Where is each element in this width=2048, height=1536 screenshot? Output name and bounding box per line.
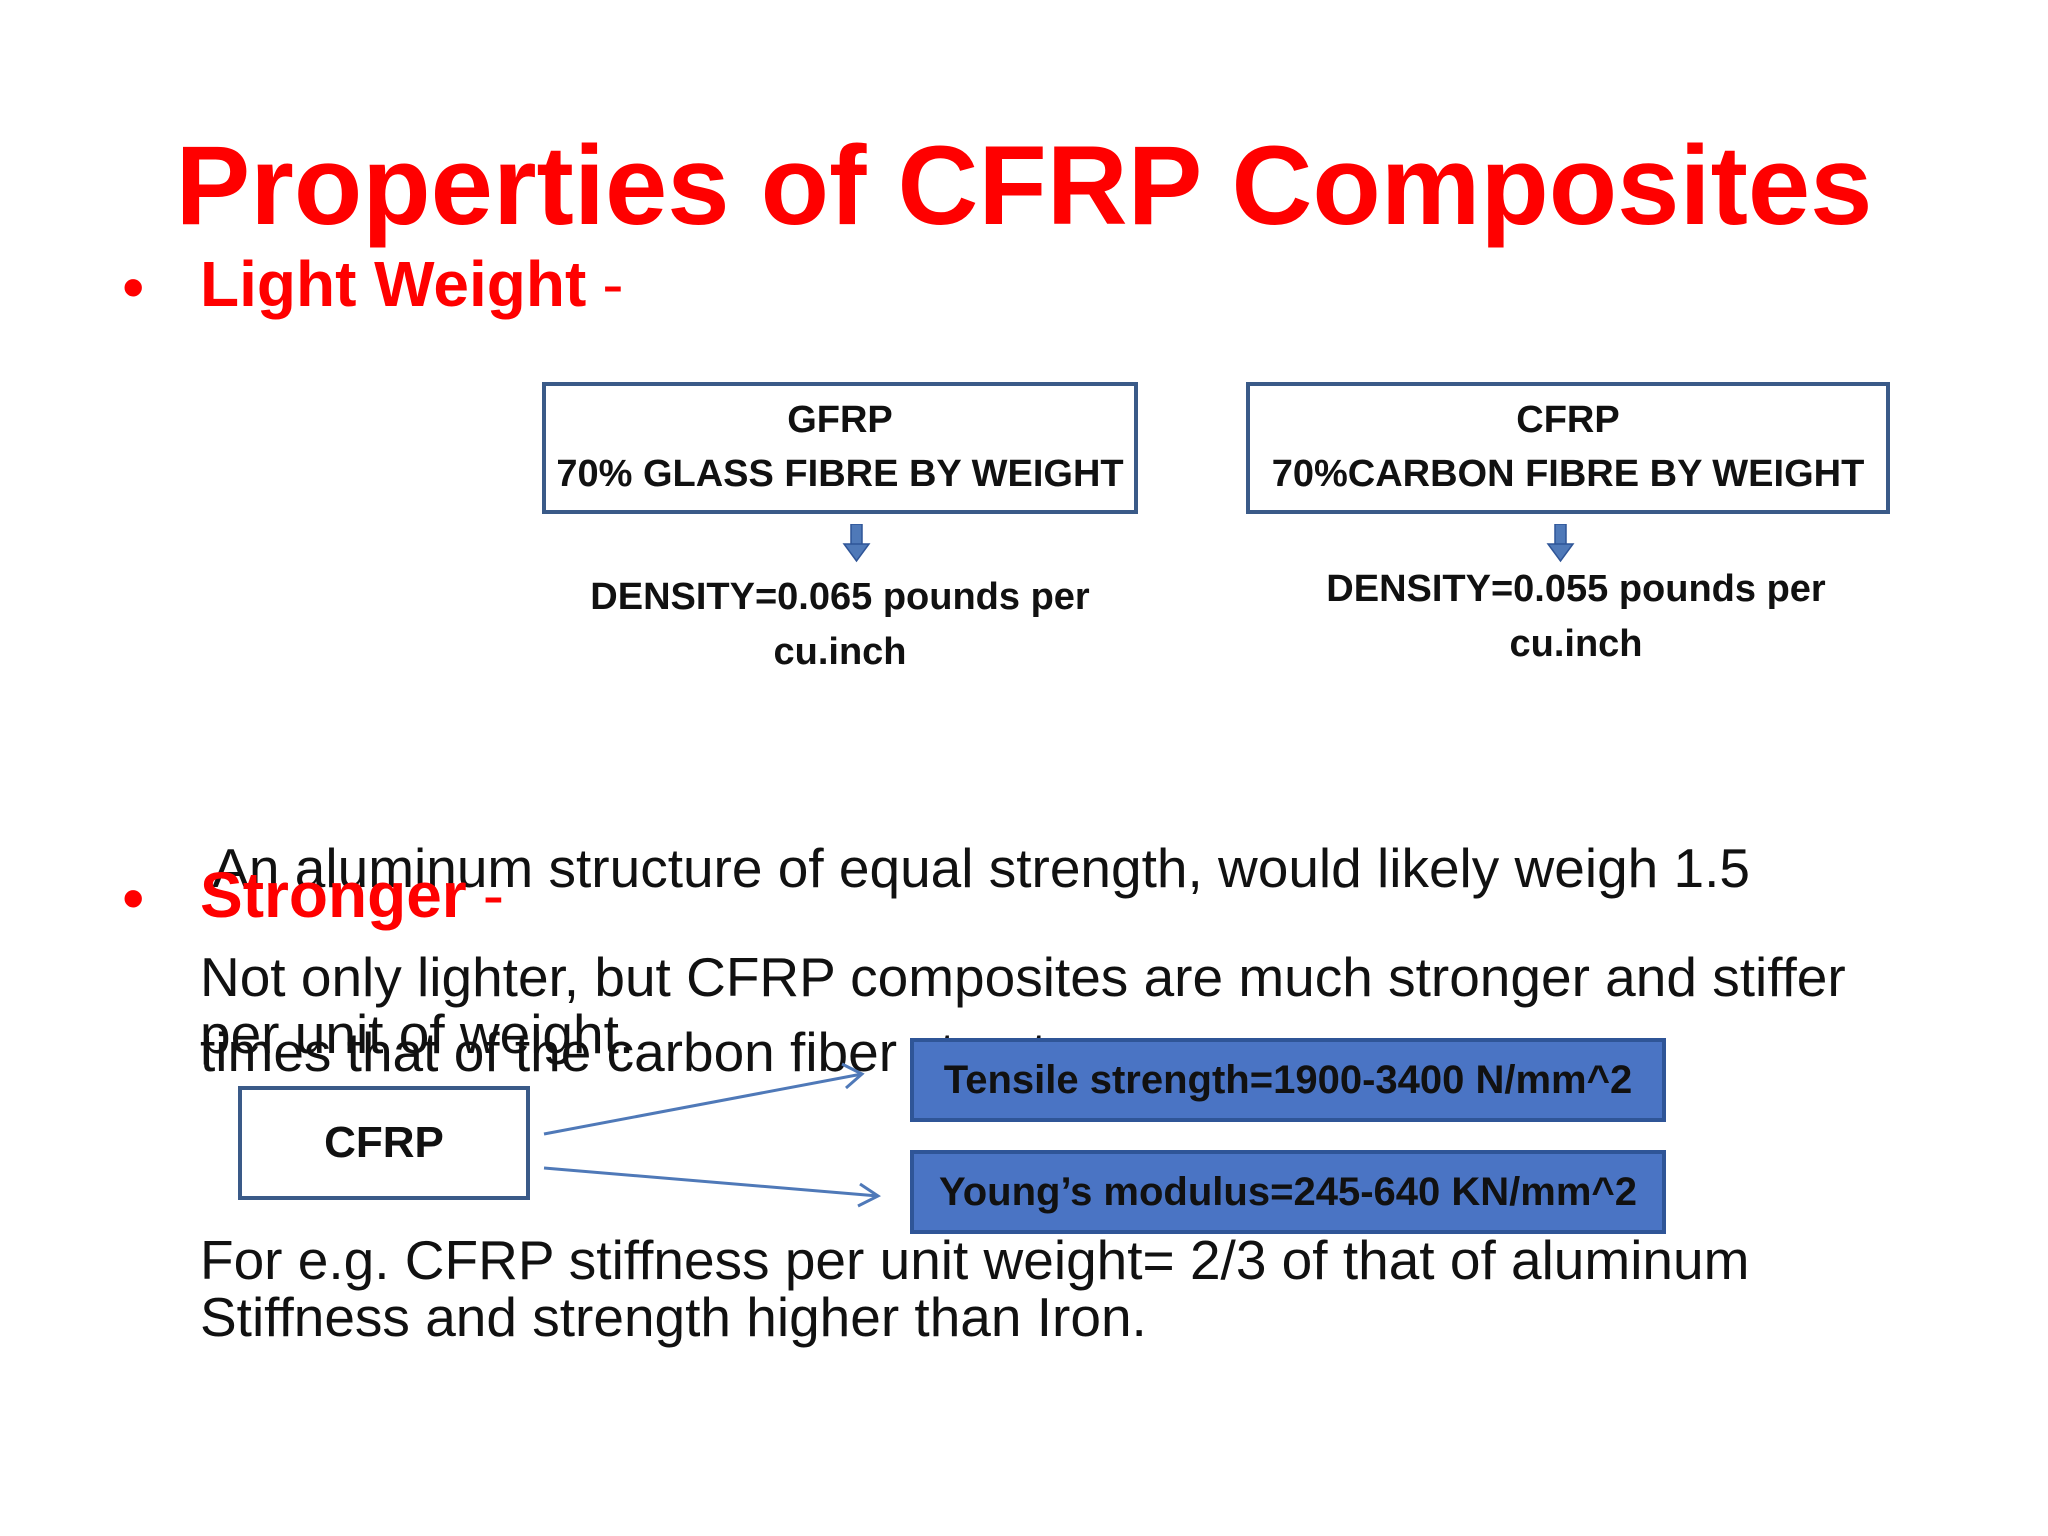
arrow-to-tensile-icon	[543, 1062, 865, 1136]
slide-title: Properties of CFRP Composites	[175, 123, 1873, 248]
gfrp-density-line2: cu.inch	[773, 631, 907, 674]
stronger-bullet: Stronger -	[200, 863, 504, 927]
youngs-modulus-box: Young’s modulus=245-640 KN/mm^2	[910, 1150, 1666, 1234]
stronger-paragraph-line1: Not only lighter, but CFRP composites ar…	[200, 946, 1846, 1008]
stronger-paragraph: Not only lighter, but CFRP composites ar…	[200, 947, 1846, 1064]
tensile-strength-box: Tensile strength=1900-3400 N/mm^2	[910, 1038, 1666, 1122]
cfrp-fibre-box: CFRP 70%CARBON FIBRE BY WEIGHT	[1246, 382, 1890, 514]
stronger-heading: Stronger	[200, 859, 467, 931]
bullet-icon: •	[122, 251, 145, 323]
tensile-strength-label: Tensile strength=1900-3400 N/mm^2	[943, 1057, 1633, 1102]
aluminum-paragraph-line1: An aluminum structure of equal strength,…	[200, 837, 1750, 899]
footer-paragraph: For e.g. CFRP stiffness per unit weight=…	[200, 1230, 1749, 1347]
cfrp-down-arrow-icon	[1546, 524, 1575, 563]
light-weight-dash: -	[602, 248, 624, 320]
bullet-icon: •	[122, 862, 145, 934]
stronger-dash: -	[482, 859, 504, 931]
stronger-paragraph-line2: per unit of weight.	[200, 1002, 635, 1065]
gfrp-down-arrow-icon	[842, 524, 871, 563]
cfrp-label-box: CFRP	[238, 1086, 530, 1200]
gfrp-density: DENSITY=0.065 pounds per cu.inch	[540, 570, 1140, 680]
light-weight-bullet: Light Weight -	[200, 252, 624, 316]
gfrp-box-title: GFRP	[787, 399, 893, 442]
cfrp-label: CFRP	[324, 1118, 444, 1167]
cfrp-box-subtitle: 70%CARBON FIBRE BY WEIGHT	[1271, 453, 1865, 495]
youngs-modulus-label: Young’s modulus=245-640 KN/mm^2	[939, 1169, 1637, 1214]
gfrp-box-subtitle: 70% GLASS FIBRE BY WEIGHT	[556, 453, 1124, 495]
cfrp-density-line1: DENSITY=0.055 pounds per	[1326, 568, 1826, 610]
footer-paragraph-line2: Stiffness and strength higher than Iron.	[200, 1285, 1147, 1348]
cfrp-box-title: CFRP	[1516, 399, 1620, 442]
arrow-to-youngs-icon	[543, 1166, 881, 1208]
gfrp-box: GFRP 70% GLASS FIBRE BY WEIGHT	[542, 382, 1138, 514]
gfrp-density-line1: DENSITY=0.065 pounds per	[590, 576, 1090, 618]
light-weight-heading: Light Weight	[200, 248, 587, 320]
cfrp-density: DENSITY=0.055 pounds per cu.inch	[1276, 562, 1876, 672]
footer-paragraph-line1: For e.g. CFRP stiffness per unit weight=…	[200, 1229, 1750, 1291]
cfrp-density-line2: cu.inch	[1509, 623, 1643, 666]
